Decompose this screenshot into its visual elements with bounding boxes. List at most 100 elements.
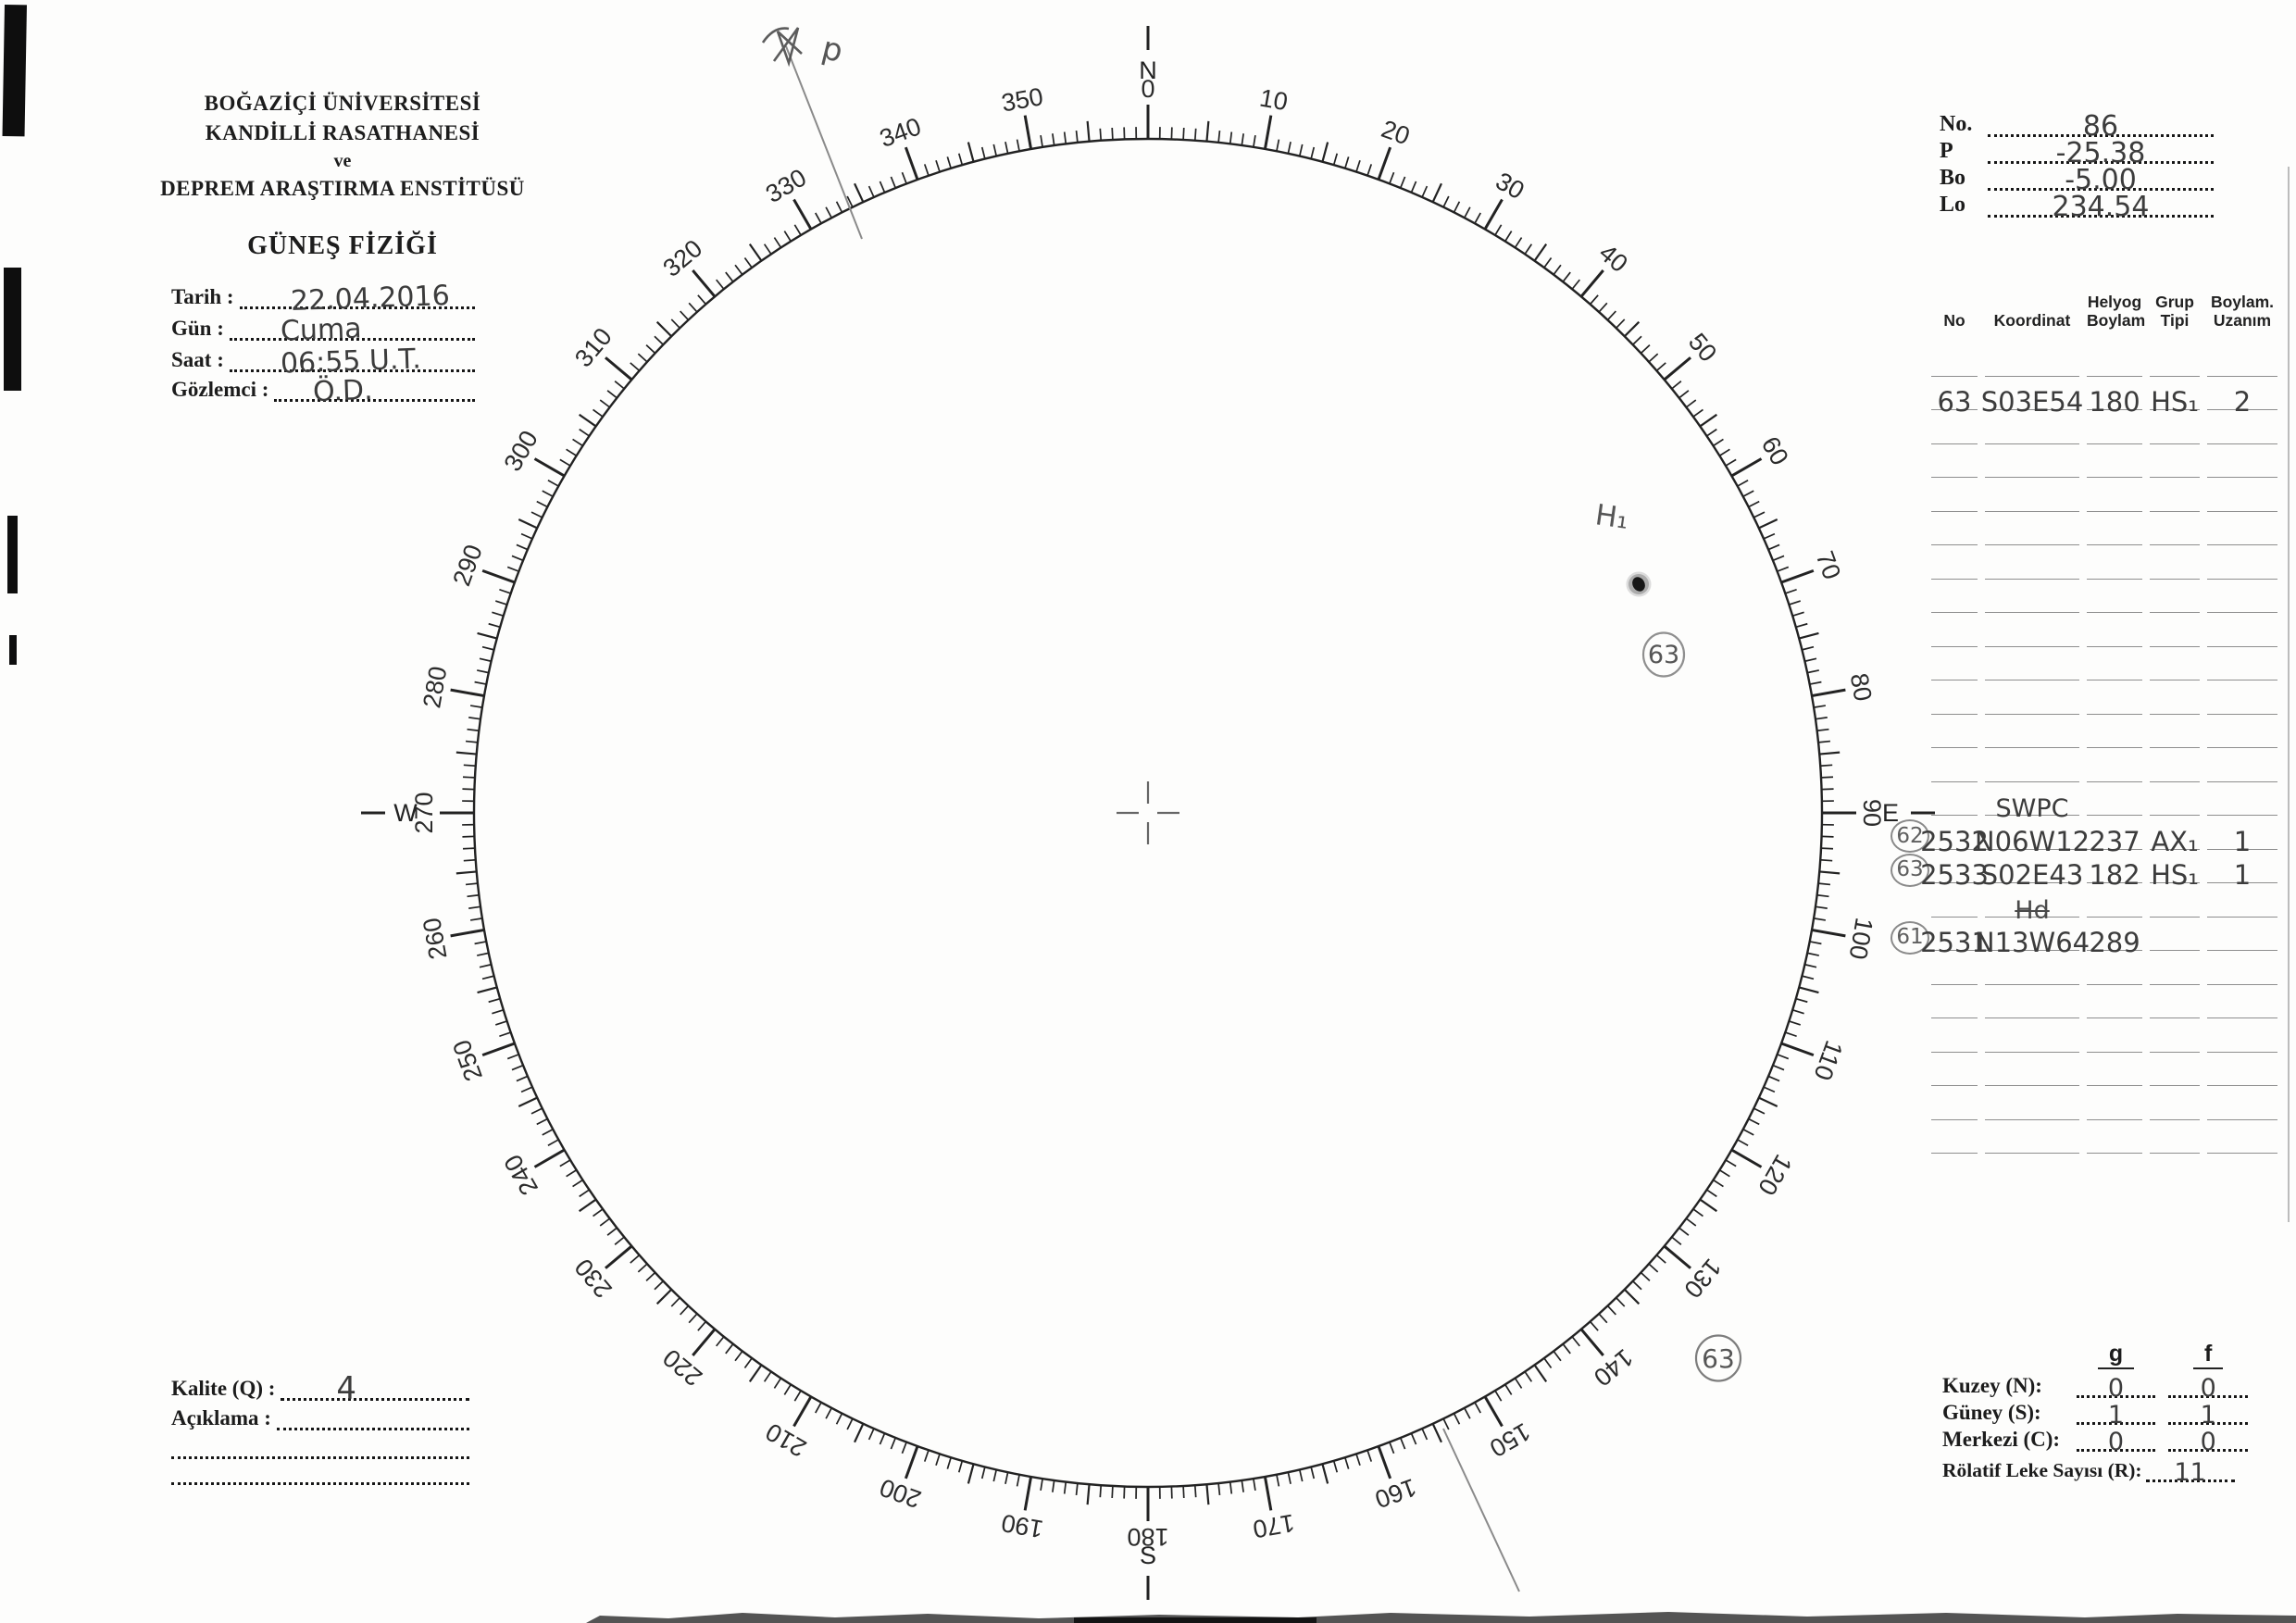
south-g-line: 1 — [2076, 1395, 2156, 1429]
group-table-header: No Koordinat Helyog Boylam Grup Tipi Boyla… — [1931, 293, 2281, 330]
note-extra-line-1 — [171, 1430, 469, 1459]
relative-line: 11 — [2145, 1451, 2235, 1485]
note-line-3 — [171, 1456, 469, 1485]
table-row-swpc: SWPC — [1931, 782, 2281, 821]
table-row-2531: 61 2531 N13W64 289 — [1890, 918, 2281, 956]
spot-counts: g f Kuzey (N): 0 0 Güney (S): 1 1 Merkez… — [1942, 1341, 2248, 1485]
degree-label-300: 300 — [499, 426, 544, 476]
degree-label-60: 60 — [1756, 431, 1794, 469]
observer-label: Gözlemci : — [171, 378, 269, 401]
table-empty-row — [1931, 748, 2281, 782]
south-f-line: 1 — [2168, 1395, 2248, 1428]
degree-label-20: 20 — [1378, 115, 1413, 150]
empty-rows-block — [1931, 951, 2281, 1155]
pencil-mark-bottom — [1442, 1428, 1520, 1592]
scan-edge-artifacts — [2, 4, 27, 665]
group-number-circle — [1641, 631, 1686, 678]
bo-line: -5.00 — [1988, 161, 2214, 194]
row63k-no: 63 — [1937, 386, 1972, 418]
no-field: No. 86 — [1940, 106, 2214, 141]
row61-koordinat: N13W64 — [1974, 927, 2090, 959]
table-empty-row — [1931, 1120, 2281, 1155]
col-header-koordinat: Koordinat — [1993, 311, 2071, 331]
degree-label-0: 0 — [1141, 75, 1154, 103]
day-label: Gün : — [171, 317, 224, 340]
degree-label-170: 170 — [1251, 1508, 1297, 1542]
sunspot-umbra — [1632, 577, 1645, 592]
degree-label-190: 190 — [999, 1508, 1045, 1542]
table-empty-row — [1931, 343, 2281, 377]
org-name-line4: DEPREM ARAŞTIRMA ENSTİTÜSÜ — [160, 177, 525, 200]
central-count-row: Merkezi (C): 0 0 — [1942, 1422, 2248, 1456]
bo-label: Bo — [1940, 166, 1966, 190]
north-f-value: 0 — [2200, 1374, 2216, 1403]
north-g-line: 0 — [2076, 1368, 2156, 1403]
empty-rows-block — [1931, 410, 2281, 782]
quality-fields: Kalite (Q) : 4 Açıklama : — [171, 1370, 469, 1485]
time-line: 06:55 U.T. — [229, 338, 475, 381]
pencil-scribble-icon — [761, 27, 803, 68]
col-header-no: No — [1943, 311, 1965, 331]
north-g-value: 0 — [2107, 1374, 2125, 1403]
sunspot-group: H₁ 63 — [1593, 498, 1686, 678]
row62-koordinat: N06W12 — [1974, 825, 2090, 857]
degree-label-330: 330 — [761, 164, 811, 209]
degree-label-40: 40 — [1594, 239, 1633, 278]
protractor-cardinal-dashes — [361, 26, 1935, 1600]
p-field: P -25.38 — [1940, 134, 2214, 168]
lo-value: 234.54 — [2052, 191, 2150, 223]
scan-bottom-edge-dark — [1074, 1617, 1316, 1623]
p-line: -25.38 — [1988, 134, 2214, 168]
note-line-2 — [171, 1428, 469, 1459]
row61-helyog: 289 — [2089, 927, 2140, 959]
table-empty-row — [1931, 680, 2281, 715]
no-line: 86 — [1988, 106, 2214, 141]
group-number-label: 63 — [1648, 641, 1679, 669]
degree-label-140: 140 — [1589, 1343, 1639, 1392]
degree-label-70: 70 — [1811, 547, 1846, 582]
central-f-value: 0 — [2200, 1428, 2216, 1456]
p-label: P — [1940, 139, 1953, 163]
no-label: No. — [1940, 112, 1973, 136]
north-count-row: Kuzey (N): 0 0 — [1942, 1368, 2248, 1403]
degree-label-340: 340 — [876, 112, 925, 153]
protractor-ticks — [440, 105, 1856, 1521]
table-empty-row — [1931, 613, 2281, 647]
quality-label: Kalite (Q) : — [171, 1377, 276, 1400]
pencil-mark-top: p — [761, 27, 863, 240]
protractor-degree-labels: 0 10 20 30 40 50 60 70 80 90 100 110 120 130 140 150 160… — [410, 75, 1886, 1551]
north-f-line: 0 — [2168, 1368, 2248, 1403]
table-empty-row — [1931, 985, 2281, 1019]
row63k-uzanim: 2 — [2233, 386, 2252, 418]
relative-label: Rölatif Leke Sayısı (R): — [1942, 1459, 2142, 1481]
form-title: GÜNEŞ FİZİĞİ — [247, 231, 438, 260]
row62-uzanim: 1 — [2233, 825, 2252, 857]
table-empty-row — [1931, 580, 2281, 614]
date-field: Tarih : 22.04.2016 — [171, 275, 475, 318]
south-g-value: 1 — [2107, 1401, 2125, 1429]
row63-helyog: 182 — [2089, 859, 2140, 892]
degree-label-110: 110 — [1808, 1037, 1848, 1084]
g-column-header: g — [2097, 1341, 2135, 1369]
quality-value: 4 — [336, 1370, 357, 1407]
scan-bottom-edge — [586, 1612, 2296, 1623]
outside-number-label: 63 — [1702, 1343, 1735, 1374]
degree-label-250: 250 — [447, 1036, 488, 1085]
cardinal-label-S: S — [1140, 1542, 1156, 1569]
date-line: 22.04.2016 — [239, 275, 475, 318]
observer-field: Gözlemci : Ö.D. — [171, 372, 475, 408]
col-header-uzanim: Boylam. Uzanım — [2210, 293, 2275, 331]
note-extra-line-2 — [171, 1459, 469, 1485]
row63-no: 2533 — [1920, 859, 1989, 892]
note-label: Açıklama : — [171, 1406, 271, 1429]
day-line: Cuma — [229, 306, 475, 348]
row62-helyog: 237 — [2089, 825, 2140, 857]
cardinal-label-W: W — [393, 799, 418, 827]
degree-label-180: 180 — [1127, 1523, 1168, 1551]
degree-label-10: 10 — [1257, 83, 1290, 116]
central-g-line: 0 — [2076, 1422, 2156, 1454]
day-field: Gün : Cuma — [171, 306, 475, 348]
row63-grup: HS₁ — [2151, 859, 2199, 892]
table-row-2533: 63 2533 S02E43 182 HS₁ 1 — [1890, 850, 2281, 889]
